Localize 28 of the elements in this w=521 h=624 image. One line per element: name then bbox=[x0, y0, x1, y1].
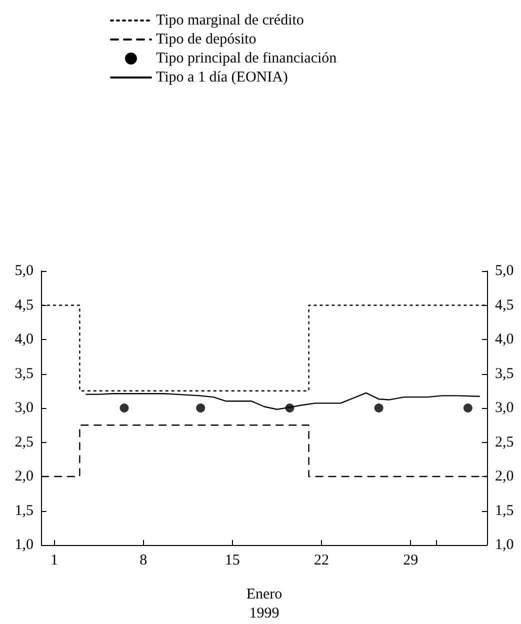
y2-tick-label: 1,0 bbox=[495, 537, 514, 553]
x-tick-label: 22 bbox=[314, 552, 330, 568]
y2-tick-label: 2,5 bbox=[495, 434, 514, 450]
legend-label: Tipo de depósito bbox=[156, 32, 256, 48]
y-tick-label: 2,5 bbox=[14, 434, 34, 450]
y-tick-label: 3,0 bbox=[14, 400, 34, 416]
legend-label: Tipo principal de financiación bbox=[156, 50, 338, 66]
x-axis-title: Enero 1999 bbox=[246, 586, 282, 622]
x-tick-label: 29 bbox=[403, 552, 418, 568]
legend-label: Tipo marginal de crédito bbox=[156, 12, 304, 28]
y-tick-label: 4,5 bbox=[14, 297, 34, 314]
y-tick-label: 1,5 bbox=[14, 502, 34, 519]
y2-tick-label: 5,0 bbox=[495, 263, 514, 279]
y-tick-label: 5,0 bbox=[14, 263, 34, 279]
y-tick-label: 4,0 bbox=[14, 332, 34, 348]
y-tick-label: 1,0 bbox=[14, 537, 34, 553]
x-tick-label: 8 bbox=[140, 552, 148, 568]
y2-tick-label: 1,5 bbox=[495, 502, 514, 519]
y2-tick-label: 2,0 bbox=[495, 468, 514, 484]
y2-tick-label: 4,0 bbox=[495, 332, 514, 348]
y2-tick-label: 3,0 bbox=[495, 400, 514, 416]
y-tick-label: 3,5 bbox=[14, 366, 34, 382]
y2-tick-label: 3,5 bbox=[495, 366, 514, 382]
legend-label: Tipo a 1 día (EONIA) bbox=[156, 70, 288, 86]
y2-tick-label: 4,5 bbox=[495, 297, 514, 314]
y-tick-label: 2,0 bbox=[14, 468, 34, 484]
x-tick-label: 1 bbox=[50, 552, 58, 568]
x-tick-label: 15 bbox=[224, 552, 240, 568]
